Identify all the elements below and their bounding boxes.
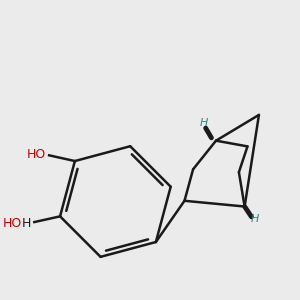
Text: H: H <box>22 217 32 230</box>
Text: HO: HO <box>2 217 22 230</box>
Text: H: H <box>251 214 259 224</box>
Text: H: H <box>199 118 208 128</box>
Text: HO: HO <box>27 148 46 161</box>
